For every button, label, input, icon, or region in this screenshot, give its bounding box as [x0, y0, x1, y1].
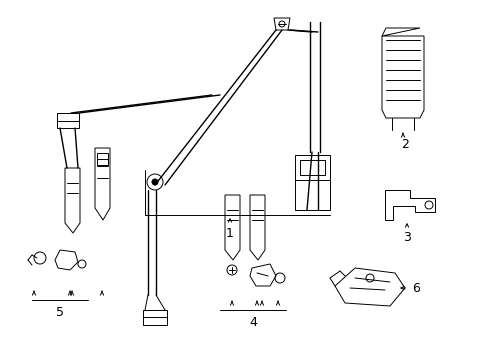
- Text: 6: 6: [411, 282, 419, 294]
- Text: 3: 3: [402, 230, 410, 243]
- Circle shape: [152, 179, 158, 185]
- Text: 2: 2: [400, 138, 408, 150]
- Text: 1: 1: [225, 226, 233, 239]
- Text: 5: 5: [56, 306, 64, 319]
- Text: 4: 4: [248, 315, 256, 328]
